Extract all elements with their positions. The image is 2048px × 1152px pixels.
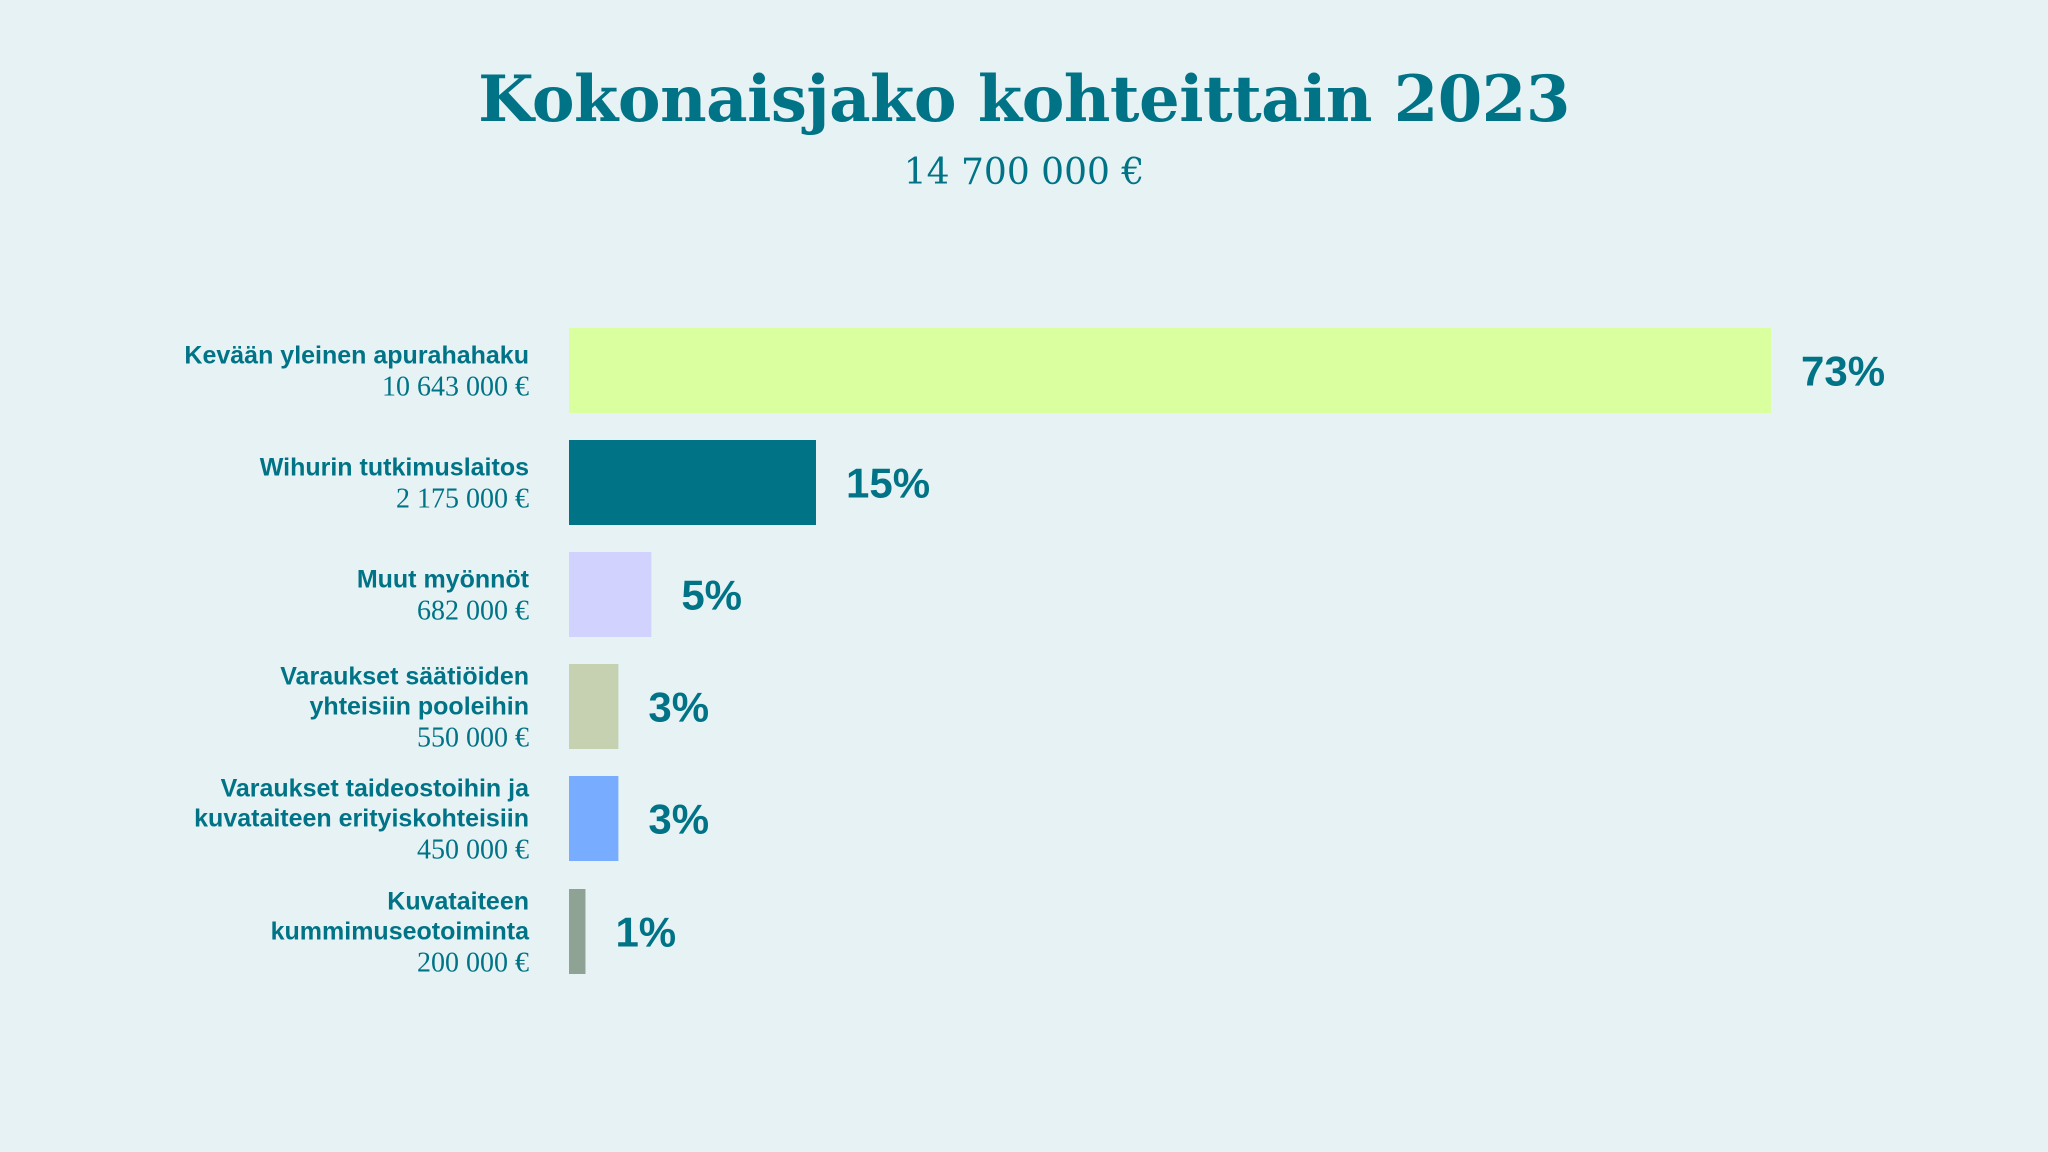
category-amount-1: 10 643 000 € [382,372,529,403]
category-label-5-line-1: Varaukset taideostoihin ja [221,775,531,803]
bar-2 [569,440,816,525]
bar-value-label-2: 15% [846,460,930,507]
bar-4 [569,664,619,749]
chart-subtitle: 14 700 000 € [903,152,1145,193]
category-label-4-line-2: yhteisiin pooleihin [310,693,529,721]
bar-1 [569,328,1771,413]
category-amount-4: 550 000 € [417,723,529,754]
bar-value-label-4: 3% [648,684,709,731]
category-label-3: Muut myönnöt [357,566,530,594]
bar-6 [569,889,586,974]
category-amount-5: 450 000 € [417,835,529,866]
category-label-2: Wihurin tutkimuslaitos [260,454,529,482]
category-amount-2: 2 175 000 € [396,484,529,515]
category-label-5-line-2: kuvataiteen erityiskohteisiin [194,805,529,833]
category-label-1: Kevään yleinen apurahahaku [184,342,529,370]
category-amount-6: 200 000 € [417,948,529,979]
category-label-6-line-2: kummimuseotoiminta [271,918,530,946]
category-amount-3: 682 000 € [417,596,529,627]
bar-3 [569,552,652,637]
chart-title: Kokonaisjako kohteittain 2023 [478,62,1570,137]
category-label-6-line-1: Kuvataiteen [387,888,529,916]
bar-5 [569,776,619,861]
bar-value-label-3: 5% [681,572,742,619]
bar-value-label-5: 3% [648,796,709,843]
bar-value-label-1: 73% [1801,348,1885,395]
bar-value-label-6: 1% [615,909,676,956]
category-label-4-line-1: Varaukset säätiöiden [280,663,529,691]
